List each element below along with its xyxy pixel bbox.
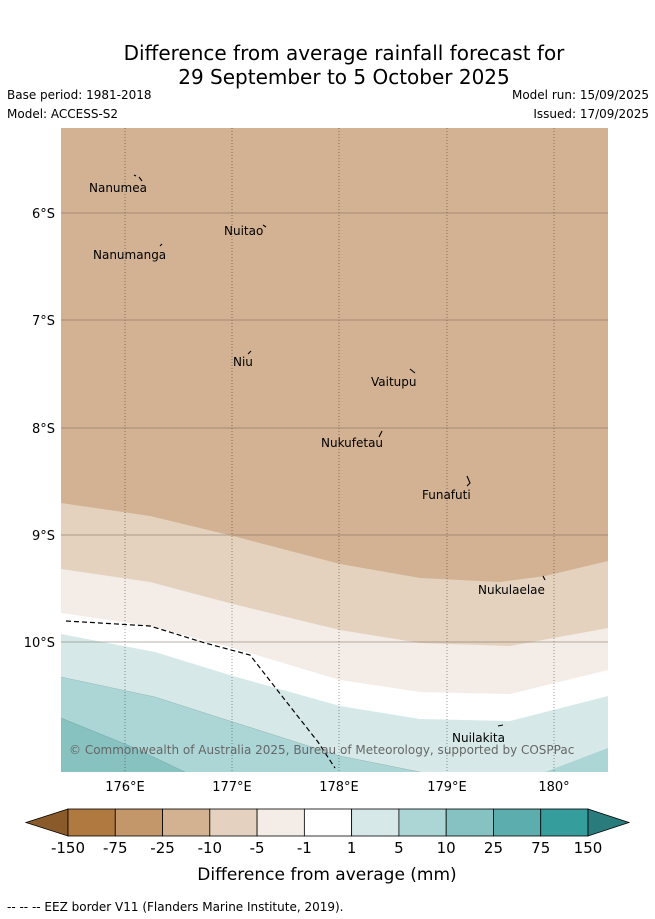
legend-tick-label: -10: [198, 839, 223, 857]
colour-legend: [24, 808, 631, 837]
longitude-tick-labels: 176°E 177°E 178°E 179°E 180°: [105, 780, 569, 795]
label-nukufetau: Nukufetau: [321, 436, 383, 450]
islands: [133, 174, 546, 727]
lon-tick-177e: 177°E: [212, 780, 252, 795]
legend-tick-label: 150: [574, 839, 603, 857]
base-period: Base period: 1981-2018: [7, 88, 152, 102]
rainfall-field: [61, 128, 608, 772]
issued-date: Issued: 17/09/2025: [533, 107, 649, 121]
legend-swatch: [398, 808, 447, 837]
legend-swatch: [540, 808, 589, 837]
eez-footnote: -- -- -- EEZ border V11 (Flanders Marine…: [7, 900, 344, 914]
label-vaitupu: Vaitupu: [371, 375, 417, 389]
title-line-1: Difference from average rainfall forecas…: [123, 41, 565, 65]
legend-tick-label: 10: [437, 839, 456, 857]
legend-swatch: [209, 808, 258, 837]
lon-tick-179e: 179°E: [427, 780, 467, 795]
legend-swatch: [67, 808, 116, 837]
copyright-notice: © Commonwealth of Australia 2025, Bureau…: [69, 743, 574, 757]
legend-title: Difference from average (mm): [197, 865, 456, 885]
legend-tick-label: 25: [484, 839, 503, 857]
label-nuitao: Nuitao: [224, 224, 263, 238]
model-name: Model: ACCESS-S2: [7, 107, 119, 121]
lat-tick-7s: 7°S: [32, 314, 55, 329]
legend-swatch: [493, 808, 542, 837]
legend-tick-label: 1: [347, 839, 357, 857]
legend-tick-label: -75: [103, 839, 128, 857]
legend-extend-high: [587, 808, 631, 837]
model-run: Model run: 15/09/2025: [511, 88, 649, 102]
legend-swatch: [256, 808, 305, 837]
label-nukulaelae: Nukulaelae: [478, 583, 545, 597]
lat-tick-10s: 10°S: [24, 636, 55, 651]
legend-swatch: [162, 808, 211, 837]
label-niu: Niu: [233, 355, 253, 369]
lat-tick-6s: 6°S: [32, 207, 55, 222]
legend-swatch: [445, 808, 494, 837]
label-nanumanga: Nanumanga: [93, 248, 166, 262]
eez-border: [65, 620, 336, 769]
legend-tick-label: -25: [150, 839, 175, 857]
latitude-lines: [61, 212, 608, 643]
lon-tick-178e: 178°E: [319, 780, 359, 795]
legend-swatch: [114, 808, 163, 837]
title-line-2: 29 September to 5 October 2025: [178, 65, 510, 89]
label-funafuti: Funafuti: [422, 488, 471, 502]
place-labels: Nanumea Nuitao Nanumanga Niu Vaitupu Nuk…: [89, 181, 545, 745]
lat-tick-8s: 8°S: [32, 422, 55, 437]
label-nuilakita: Nuilakita: [452, 731, 505, 745]
lon-tick-180: 180°: [538, 780, 569, 795]
lon-tick-176e: 176°E: [105, 780, 145, 795]
legend-extend-low: [24, 808, 69, 837]
legend-swatch: [303, 808, 353, 837]
legend-tick-label: -1: [297, 839, 312, 857]
label-nanumea: Nanumea: [89, 181, 147, 195]
legend-tick-label: -5: [250, 839, 265, 857]
map-title: Difference from average rainfall forecas…: [0, 41, 655, 89]
band-plus-5: [61, 677, 608, 772]
legend-tick-labels: -150 -75 -25 -10 -5 -1 1 5 10 25 75 150: [51, 839, 602, 857]
lat-tick-9s: 9°S: [32, 529, 55, 544]
graticule: [124, 128, 555, 772]
legend-swatch: [351, 808, 400, 837]
legend-tick-label: 5: [394, 839, 404, 857]
legend-tick-label: -150: [51, 839, 85, 857]
legend-tick-label: 75: [531, 839, 550, 857]
band-plus-10: [61, 718, 185, 772]
latitude-tick-labels: 6°S 7°S 8°S 9°S 10°S: [24, 207, 55, 651]
